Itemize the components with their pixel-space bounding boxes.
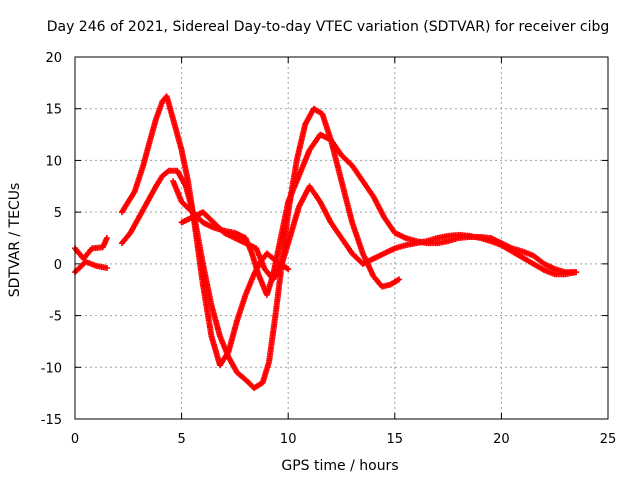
data-point	[103, 264, 110, 271]
x-tick-label: 10	[280, 432, 297, 447]
y-tick-label: -10	[41, 361, 62, 376]
y-tick-label: 10	[45, 154, 62, 169]
chart-title: Day 246 of 2021, Sidereal Day-to-day VTE…	[47, 19, 610, 35]
data-points	[72, 93, 580, 391]
series-track-a	[72, 235, 110, 262]
x-tick-label: 15	[387, 432, 404, 447]
y-tick-label: 0	[54, 258, 62, 273]
y-axis-title: SDTVAR / TECUs	[7, 183, 23, 298]
x-tick-label: 5	[177, 432, 185, 447]
data-point	[396, 276, 403, 283]
series-track-c	[118, 93, 292, 369]
x-tick-label: 0	[71, 432, 79, 447]
y-tick-label: 15	[45, 103, 62, 118]
x-axis-title: GPS time / hours	[281, 458, 398, 474]
x-tick-label: 20	[493, 432, 510, 447]
plot-frame	[74, 56, 609, 420]
series-track-f	[178, 183, 580, 283]
y-tick-label: -15	[41, 413, 62, 428]
data-point	[285, 266, 292, 273]
series-track-d	[118, 105, 403, 391]
series-track-b	[72, 258, 110, 276]
y-tick-label: 5	[54, 206, 62, 221]
data-point	[573, 269, 580, 276]
y-tick-label: 20	[45, 51, 62, 66]
y-tick-label: -5	[49, 310, 62, 325]
data-point	[103, 235, 110, 241]
grid	[75, 57, 608, 419]
x-tick-label: 25	[600, 432, 617, 447]
tick-labels: 0 5 10 15 20 25 -15 -10 -5 0 5 10 15 20	[41, 51, 617, 447]
